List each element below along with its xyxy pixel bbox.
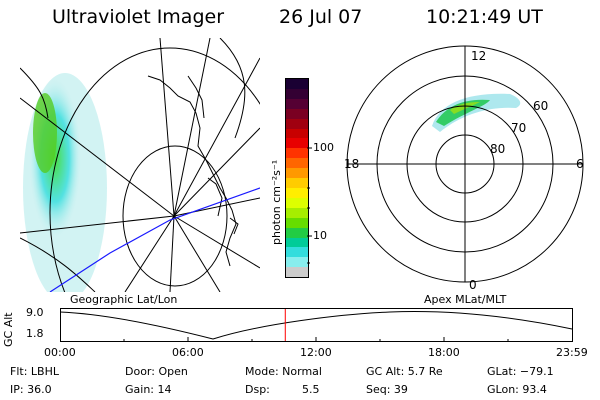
gain-info: Gain: 14 (125, 383, 172, 396)
ip-info: IP: 36.0 (10, 383, 52, 396)
polar-aurora-halo (432, 93, 521, 132)
colorbar-segment (286, 108, 308, 119)
observation-date: 26 Jul 07 (279, 6, 363, 28)
alt-plot-ylabel: GC Alt (2, 312, 15, 347)
colorbar-segment (286, 227, 308, 238)
colorbar-tick-100: 100 (313, 141, 334, 154)
alt-xtick-0600: 06:00 (172, 346, 204, 359)
altitude-plot (60, 308, 573, 342)
dsp-value: 5.5 (302, 383, 320, 396)
alt-xtick-0000: 00:00 (44, 346, 76, 359)
colorbar-segment (286, 168, 308, 179)
glat-info: GLat: −79.1 (487, 365, 554, 378)
colorbar-tick-10: 10 (313, 229, 327, 242)
mlt-label-left: 18 (344, 157, 359, 171)
terminator-line (49, 187, 260, 292)
mlt-label-right: 6 (576, 157, 584, 171)
colorbar-segment (286, 178, 308, 188)
glon-info: GLon: 93.4 (487, 383, 547, 396)
geo-grid (20, 38, 260, 292)
colorbar-segment (286, 79, 308, 89)
colorbar-segment (286, 187, 308, 198)
colorbar-segment (286, 267, 308, 278)
mlt-label-top: 12 (471, 49, 486, 63)
colorbar-segment (286, 128, 308, 139)
colorbar-segment (286, 98, 308, 109)
colorbar-segment (286, 247, 308, 258)
colorbar-unit-label: photon cm⁻²s⁻¹ (270, 159, 283, 245)
colorbar-segment (286, 257, 308, 268)
mlt-label-bottom: 0 (469, 278, 477, 292)
gc-alt-info: GC Alt: 5.7 Re (366, 365, 443, 378)
lat-label-80: 80 (490, 142, 505, 156)
observation-time: 10:21:49 UT (426, 6, 543, 28)
alt-xtick-2359: 23:59 (556, 346, 588, 359)
colorbar-segment (286, 207, 308, 218)
geo-panel-label: Geographic Lat/Lon (70, 293, 178, 306)
dsp-label: Dsp: (245, 383, 270, 396)
colorbar-segment (286, 138, 308, 149)
polar-panel-label: Apex MLat/MLT (424, 293, 507, 306)
colorbar-segment (286, 88, 308, 99)
lat-label-70: 70 (511, 121, 526, 135)
colorbar (285, 78, 309, 278)
colorbar-segment (286, 217, 308, 228)
coastline (147, 75, 239, 267)
colorbar-segment (286, 197, 308, 208)
polar-aurora-core (436, 99, 490, 126)
colorbar-segment (286, 148, 308, 159)
polar-grid (346, 45, 584, 283)
seq-info: Seq: 39 (366, 383, 408, 396)
altitude-curve (60, 311, 573, 340)
mode-info: Mode: Normal (245, 365, 322, 378)
alt-plot-ytick-top: 9.0 (26, 306, 44, 319)
colorbar-segment (286, 118, 308, 129)
polar-image-panel: 12 0 18 6 60 70 80 (344, 45, 584, 292)
alt-plot-ytick-bottom: 1.8 (26, 327, 44, 340)
lat-label-60: 60 (533, 99, 548, 113)
geographic-image-panel (20, 38, 260, 292)
colorbar-segment (286, 237, 308, 248)
alt-plot-ticks (123, 337, 509, 342)
filter-info: Flt: LBHL (10, 365, 59, 378)
colorbar-segment (286, 158, 308, 169)
alt-xtick-1200: 12:00 (300, 346, 332, 359)
door-info: Door: Open (125, 365, 188, 378)
alt-xtick-1800: 18:00 (428, 346, 460, 359)
instrument-title: Ultraviolet Imager (52, 6, 225, 28)
colorbar-ticks (307, 147, 312, 264)
